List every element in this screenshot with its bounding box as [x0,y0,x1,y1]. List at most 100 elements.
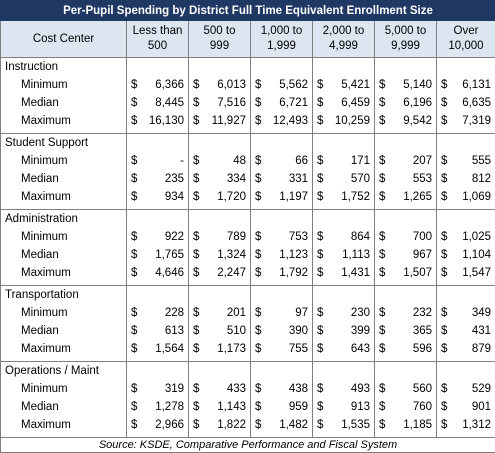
value: 789 [227,228,246,246]
currency-symbol: $ [255,340,261,358]
currency-symbol: $ [193,340,199,358]
currency-symbol: $ [317,188,323,206]
value-cell: $959 [251,398,313,416]
value-cell: $6,196 [375,94,437,112]
empty-cell [313,58,375,77]
value-cell: $753 [251,228,313,246]
value-cell: $48 [189,152,251,170]
value: 570 [351,170,370,188]
currency-symbol: $ [255,416,261,434]
value: 6,721 [279,94,308,112]
value: 1,173 [217,340,246,358]
currency-symbol: $ [193,304,199,322]
currency-symbol: $ [441,228,447,246]
value-cell: $16,130 [127,112,189,134]
value-cell: $1,265 [375,188,437,210]
header-cell: 2,000 to 4,999 [313,21,375,58]
value-cell: $1,482 [251,416,313,438]
value-cell: $1,564 [127,340,189,362]
currency-symbol: $ [131,76,137,94]
currency-symbol: $ [317,152,323,170]
value-cell: $6,131 [437,76,495,94]
currency-symbol: $ [131,416,137,434]
value: 48 [233,152,246,170]
value-cell: $1,720 [189,188,251,210]
currency-symbol: $ [379,112,385,130]
empty-cell [437,210,495,229]
empty-cell [375,134,437,153]
row-label: Median [1,322,127,340]
value: 596 [413,340,432,358]
value-cell: $10,259 [313,112,375,134]
value: 1,324 [217,246,246,264]
value-cell: $1,173 [189,340,251,362]
currency-symbol: $ [131,264,137,282]
value-cell: $1,113 [313,246,375,264]
currency-symbol: $ [379,398,385,416]
currency-symbol: $ [131,94,137,112]
currency-symbol: $ [255,112,261,130]
value-cell: $1,535 [313,416,375,438]
row-label: Minimum [1,304,127,322]
currency-symbol: $ [131,304,137,322]
empty-cell [189,210,251,229]
currency-symbol: $ [317,170,323,188]
value-cell: $6,635 [437,94,495,112]
currency-symbol: $ [255,322,261,340]
value: 1,123 [279,246,308,264]
value-cell: $230 [313,304,375,322]
empty-cell [251,286,313,305]
data-row: Minimum$319$433$438$493$560$529 [1,380,495,398]
currency-symbol: $ [317,322,323,340]
group-label: Transportation [1,286,127,305]
value: 1,720 [217,188,246,206]
data-row: Minimum$922$789$753$864$700$1,025 [1,228,495,246]
data-row: Minimum$228$201$97$230$232$349 [1,304,495,322]
value: 390 [289,322,308,340]
empty-cell [313,134,375,153]
value: 12,493 [273,112,308,130]
value-cell: $570 [313,170,375,188]
empty-cell [189,58,251,77]
value-cell: $913 [313,398,375,416]
currency-symbol: $ [193,170,199,188]
value-cell: $331 [251,170,313,188]
header-cell: 5,000 to 9,999 [375,21,437,58]
value: 5,140 [403,76,432,94]
value-cell: $349 [437,304,495,322]
value: 510 [227,322,246,340]
currency-symbol: $ [441,398,447,416]
empty-cell [313,210,375,229]
value-cell: $1,822 [189,416,251,438]
currency-symbol: $ [317,264,323,282]
currency-symbol: $ [131,112,137,130]
empty-cell [127,362,189,381]
row-label: Maximum [1,188,127,210]
currency-symbol: $ [441,246,447,264]
value-cell: $922 [127,228,189,246]
value: 879 [472,340,491,358]
currency-symbol: $ [317,246,323,264]
row-label: Median [1,398,127,416]
currency-symbol: $ [441,152,447,170]
value-cell: $789 [189,228,251,246]
value-cell: $2,966 [127,416,189,438]
value-cell: $529 [437,380,495,398]
value-cell: $864 [313,228,375,246]
value-cell: $12,493 [251,112,313,134]
value-cell: $760 [375,398,437,416]
value-cell: $6,013 [189,76,251,94]
value: 1,197 [279,188,308,206]
currency-symbol: $ [193,416,199,434]
value-cell: $967 [375,246,437,264]
value-cell: $1,069 [437,188,495,210]
empty-cell [437,58,495,77]
value: 753 [289,228,308,246]
currency-symbol: $ [193,152,199,170]
value-cell: $1,278 [127,398,189,416]
currency-symbol: $ [379,340,385,358]
value: 1,278 [155,398,184,416]
value: 1,765 [155,246,184,264]
value-cell: $700 [375,228,437,246]
